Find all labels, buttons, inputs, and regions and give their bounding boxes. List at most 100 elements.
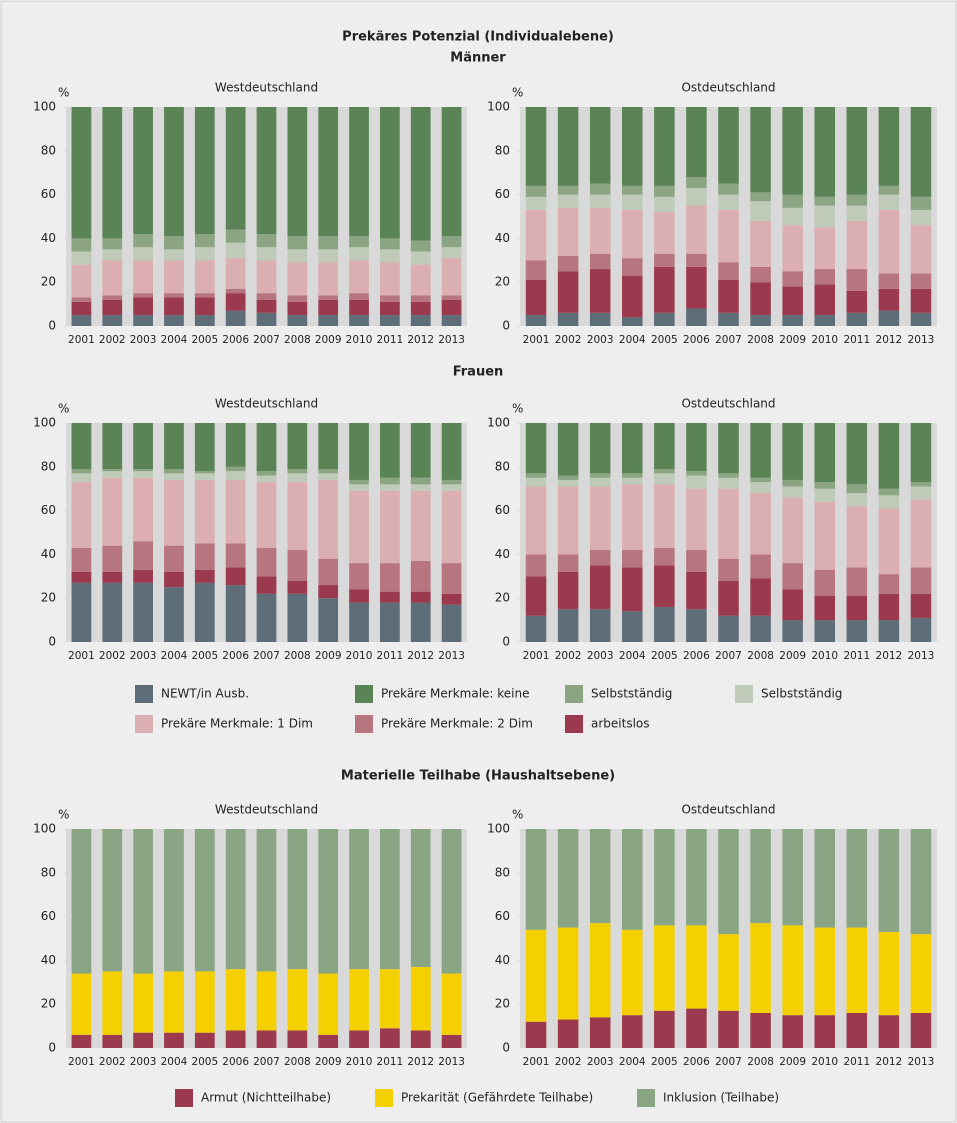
bar-segment: [750, 482, 771, 494]
legend-label: Inklusion (Teilhabe): [663, 1091, 779, 1105]
bar-segment: [557, 1019, 579, 1048]
bar-segment: [525, 576, 547, 616]
x-tick-label: 2007: [715, 1056, 742, 1068]
bar-segment: [318, 236, 339, 250]
bar-segment: [164, 971, 184, 1033]
bar-segment: [782, 829, 803, 926]
bar-segment: [750, 315, 771, 326]
bar-segment: [287, 550, 308, 581]
bar-segment: [133, 1032, 153, 1048]
bar-segment: [133, 297, 153, 316]
bar-segment: [318, 299, 339, 316]
bar-segment: [133, 471, 153, 478]
bar-segment: [133, 541, 153, 570]
bar-segment: [782, 271, 803, 287]
y-tick-label: 20: [495, 997, 510, 1011]
bar-segment: [225, 423, 246, 467]
bar-segment: [256, 293, 277, 300]
bar-segment: [782, 286, 803, 316]
bar-segment: [349, 247, 369, 261]
y-tick-label: 100: [487, 822, 510, 836]
legend-label: Prekäre Merkmale: 2 Dim: [381, 717, 533, 731]
bar-segment: [164, 473, 184, 480]
bar-segment: [686, 488, 707, 551]
bar-segment: [410, 484, 431, 491]
y-tick-label: 100: [487, 416, 510, 430]
bar-segment: [782, 194, 803, 208]
bar-segment: [71, 829, 92, 974]
bar-segment: [318, 479, 339, 559]
bar-segment: [814, 423, 835, 483]
y-tick-label: 0: [48, 635, 56, 649]
bar-segment: [718, 1010, 739, 1048]
bar-segment: [194, 829, 215, 972]
bar-segment: [349, 1030, 369, 1048]
x-tick-label: 2011: [843, 334, 870, 346]
bar-segment: [349, 479, 369, 485]
bar-segment: [557, 194, 579, 208]
bar-segment: [194, 569, 215, 583]
bar-segment: [910, 617, 932, 642]
bar-segment: [194, 1032, 215, 1048]
y-tick-label: 100: [487, 100, 510, 114]
y-tick-label: 80: [41, 865, 56, 879]
bar-segment: [380, 301, 400, 316]
bar-segment: [654, 423, 675, 469]
bar-segment: [380, 969, 400, 1029]
bar-segment: [686, 107, 707, 178]
bar-segment: [846, 194, 868, 206]
bar-segment: [349, 829, 369, 970]
bar-segment: [410, 1030, 431, 1048]
bar-segment: [164, 249, 184, 261]
bar-segment: [349, 484, 369, 491]
bar-segment: [256, 547, 277, 577]
bar-segment: [380, 829, 400, 970]
legend-swatch: [637, 1089, 655, 1107]
bar-segment: [349, 236, 369, 248]
bar-segment: [622, 567, 643, 612]
bar-segment: [287, 236, 308, 250]
bar-segment: [718, 423, 739, 474]
x-tick-label: 2003: [587, 1056, 614, 1068]
x-tick-label: 2008: [284, 1056, 311, 1068]
bar-segment: [814, 569, 835, 597]
bar-segment: [622, 258, 643, 276]
bar-segment: [557, 475, 579, 480]
bar-segment: [71, 973, 92, 1035]
x-tick-label: 2008: [747, 650, 774, 662]
bar-segment: [441, 295, 462, 300]
bar-segment: [814, 829, 835, 928]
bar-segment: [525, 1021, 547, 1048]
bar-segment: [686, 550, 707, 572]
bar-segment: [814, 315, 835, 326]
bar-segment: [194, 543, 215, 570]
bar-segment: [525, 107, 547, 186]
bar-segment: [256, 971, 277, 1031]
bar-segment: [686, 266, 707, 309]
bar-segment: [814, 501, 835, 570]
y-tick-label: 40: [41, 231, 56, 245]
bar-segment: [878, 288, 900, 311]
bar-segment: [846, 506, 868, 568]
bar-segment: [71, 315, 92, 326]
legend-swatch: [175, 1089, 193, 1107]
legend-label: Prekäre Merkmale: 1 Dim: [161, 717, 313, 731]
y-tick-label: 60: [495, 187, 510, 201]
bar-segment: [622, 209, 643, 259]
bar-segment: [589, 269, 611, 313]
x-tick-label: 2003: [130, 650, 157, 662]
bar-segment: [910, 482, 932, 487]
bar-segment: [686, 471, 707, 476]
legend-swatch: [135, 685, 153, 703]
bar-segment: [654, 253, 675, 267]
y-tick-label: 80: [495, 865, 510, 879]
x-tick-label: 2005: [651, 1056, 678, 1068]
bar-segment: [525, 477, 547, 487]
y-tick-label: 60: [41, 909, 56, 923]
bar-segment: [750, 220, 771, 267]
bar-segment: [622, 484, 643, 551]
bar-segment: [102, 571, 123, 583]
bar-segment: [846, 484, 868, 494]
bar-segment: [71, 423, 92, 469]
bar-segment: [782, 486, 803, 498]
